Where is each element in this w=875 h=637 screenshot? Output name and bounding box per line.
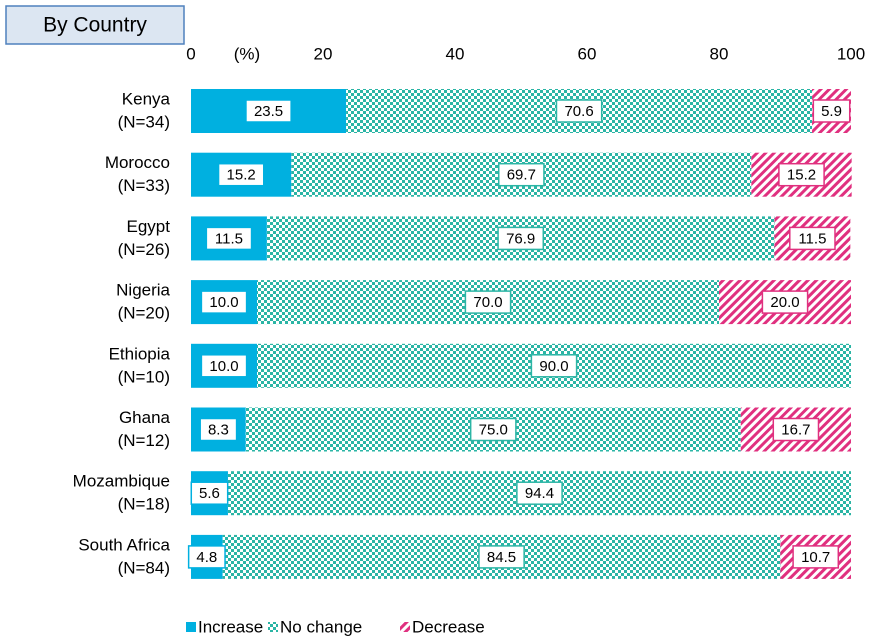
value-label-box xyxy=(245,99,292,123)
value-label-box xyxy=(469,417,517,442)
x-tick-label: 100 xyxy=(837,44,865,63)
value-label-box xyxy=(200,290,248,314)
category-label: Egypt xyxy=(127,217,171,236)
value-label: 11.5 xyxy=(798,230,826,247)
value-label-box xyxy=(812,99,851,123)
value-label: 5.9 xyxy=(821,103,842,120)
x-tick-label: 60 xyxy=(578,44,597,63)
value-label: 69.7 xyxy=(507,167,536,184)
value-label: 70.6 xyxy=(564,103,593,120)
x-tick-label: 20 xyxy=(314,44,333,63)
value-label-box xyxy=(497,162,545,187)
value-label: 94.4 xyxy=(525,485,554,502)
value-label-box xyxy=(516,481,563,505)
x-tick-label: 0 xyxy=(186,44,195,63)
value-label-box xyxy=(778,162,825,187)
value-label-box xyxy=(478,545,525,569)
category-sample-size: (N=12) xyxy=(118,431,170,450)
value-label-box xyxy=(199,417,238,442)
value-label: 20.0 xyxy=(770,294,799,311)
value-label: 15.2 xyxy=(227,167,256,184)
value-label: 16.7 xyxy=(781,421,810,438)
value-label-box xyxy=(792,545,840,569)
value-label-box xyxy=(190,481,229,505)
value-label: 76.9 xyxy=(506,230,535,247)
legend-swatch xyxy=(268,622,278,632)
category-sample-size: (N=26) xyxy=(118,240,170,259)
value-label: 15.2 xyxy=(787,167,816,184)
value-label-box xyxy=(789,226,836,251)
category-sample-size: (N=10) xyxy=(118,367,170,386)
legend-label: No change xyxy=(280,617,362,636)
value-label: 11.5 xyxy=(215,230,243,247)
value-label: 8.3 xyxy=(208,421,229,438)
legend-label: Increase xyxy=(198,617,263,636)
category-label: Ethiopia xyxy=(109,344,171,363)
value-label: 90.0 xyxy=(539,358,568,375)
value-label-box xyxy=(555,99,603,123)
category-label: Morocco xyxy=(105,153,170,172)
value-label: 23.5 xyxy=(254,103,283,120)
value-label: 84.5 xyxy=(487,549,516,566)
category-label: South Africa xyxy=(78,535,170,554)
value-label-box xyxy=(464,290,512,314)
value-label-box xyxy=(217,162,265,187)
value-label-box xyxy=(205,226,253,251)
value-label-box xyxy=(530,354,578,378)
legend-swatch xyxy=(186,622,196,632)
value-label: 5.6 xyxy=(199,485,220,502)
value-label: 4.8 xyxy=(196,549,217,566)
axis-unit-label: (%) xyxy=(234,44,260,63)
category-sample-size: (N=34) xyxy=(118,112,170,131)
legend-swatch xyxy=(400,622,410,632)
category-sample-size: (N=84) xyxy=(118,558,170,577)
x-tick-label: 80 xyxy=(710,44,729,63)
value-label-box xyxy=(187,545,226,569)
category-sample-size: (N=33) xyxy=(118,176,170,195)
tab-label: By Country xyxy=(43,14,147,37)
value-label-box xyxy=(200,354,248,378)
category-label: Ghana xyxy=(119,408,171,427)
category-label: Mozambique xyxy=(73,472,170,491)
value-label: 10.0 xyxy=(209,294,238,311)
value-label: 70.0 xyxy=(473,294,502,311)
value-label-box xyxy=(772,417,820,442)
legend-label: Decrease xyxy=(412,617,485,636)
category-label: Kenya xyxy=(122,89,171,108)
value-label: 10.0 xyxy=(209,358,238,375)
category-sample-size: (N=20) xyxy=(118,304,170,323)
value-label-box xyxy=(497,226,545,251)
value-label: 75.0 xyxy=(479,421,508,438)
category-sample-size: (N=18) xyxy=(118,495,170,514)
x-tick-label: 40 xyxy=(446,44,465,63)
value-label: 10.7 xyxy=(801,549,830,566)
value-label-box xyxy=(761,290,809,314)
category-label: Nigeria xyxy=(116,281,170,300)
tab-box xyxy=(5,5,185,45)
